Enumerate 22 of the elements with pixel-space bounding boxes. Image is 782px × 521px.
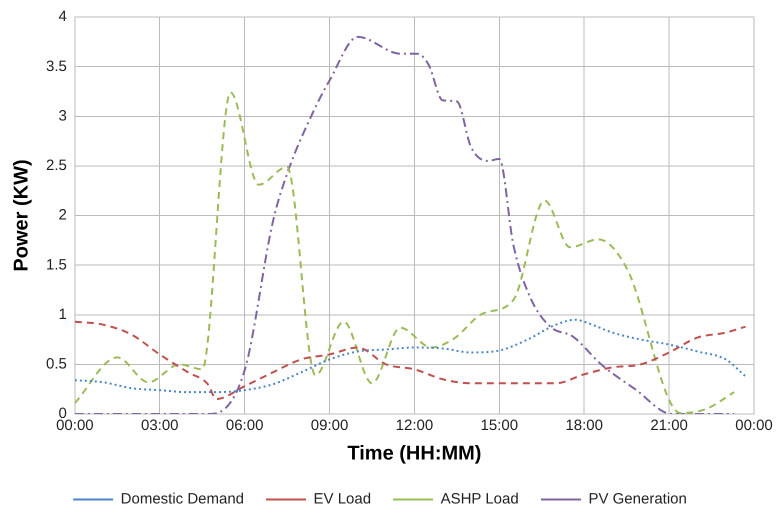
legend-label: ASHP Load — [440, 490, 519, 508]
x-tick-label: 09:00 — [310, 417, 348, 434]
x-tick-label: 00:00 — [735, 417, 773, 434]
x-tick-label: 15:00 — [480, 417, 518, 434]
y-tick-label: 1 — [58, 306, 67, 323]
legend-label: Domestic Demand — [120, 490, 244, 508]
legend-label: EV Load — [314, 490, 372, 508]
y-tick-label: 2.5 — [46, 157, 67, 174]
y-tick-label: 2 — [58, 206, 67, 224]
y-axis-title: Power (KW) — [10, 159, 33, 272]
y-tick-label: 1.5 — [46, 256, 67, 274]
x-tick-label: 03:00 — [140, 417, 179, 434]
y-tick-label: 4 — [58, 8, 67, 26]
x-tick-label: 18:00 — [565, 417, 603, 434]
x-tick-label: 06:00 — [226, 417, 264, 434]
y-tick-label: 0.5 — [46, 356, 67, 373]
y-tick-label: 3.5 — [46, 58, 67, 75]
y-tick-label: 3 — [58, 107, 67, 124]
x-tick-label: 21:00 — [650, 417, 688, 434]
x-tick-label: 12:00 — [396, 417, 434, 434]
x-axis-title: Time (HH:MM) — [347, 442, 482, 465]
legend-label: PV Generation — [588, 490, 687, 508]
